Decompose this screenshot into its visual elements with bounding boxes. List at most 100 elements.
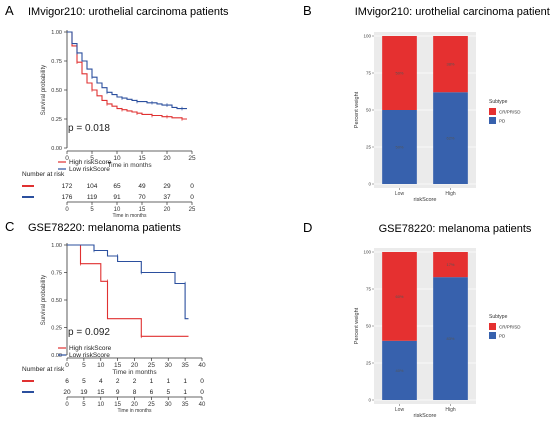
risk-count: 6	[65, 378, 69, 385]
x-tick-label: Low	[395, 191, 405, 197]
y-tick-label: 25	[366, 145, 372, 150]
risk-table-xlabel: Time in months	[113, 213, 147, 219]
y-tick-label: 50	[366, 108, 372, 113]
risk-table-tick-label: 25	[189, 207, 196, 213]
risk-count: 29	[163, 183, 171, 190]
panel-title-a: IMvigor210: urothelial carcinoma patient…	[28, 6, 229, 18]
bar-data-label: 50%	[395, 71, 403, 76]
legend-label-high: High riskScore	[69, 159, 112, 166]
risk-table-tick-label: 15	[139, 207, 146, 213]
legend-title: Subtype	[489, 314, 508, 320]
bar-segment-cr-low	[382, 36, 417, 110]
y-tick-label: 75	[366, 287, 372, 292]
y-tick-label: 0.50	[51, 88, 62, 94]
risk-count: 5	[166, 389, 170, 396]
bar-data-label: 38%	[446, 62, 454, 67]
x-axis-label: riskScore	[414, 413, 437, 419]
risk-count: 6	[150, 389, 154, 396]
x-tick-label: 25	[188, 155, 196, 162]
risk-count: 91	[113, 194, 121, 201]
x-axis-label: Time in months	[112, 369, 157, 376]
risk-table-tick-label: 40	[199, 402, 206, 408]
legend-label-pd: PD	[499, 334, 506, 339]
panel-title-d: GSE78220: melanoma patients	[379, 223, 532, 235]
panel-letter-d: D	[303, 220, 312, 235]
x-tick-label: 10	[97, 362, 105, 369]
risk-table-title: Number at risk	[22, 171, 65, 178]
bar-segment-pd-high	[433, 92, 468, 184]
km-plot-urothelial: 0.00 0.25 0.50 0.75 1.00 0 5 10 15 20 25 Time in mo…	[22, 30, 196, 219]
legend-label-high: High riskScore	[69, 345, 112, 352]
risk-count: 2	[133, 378, 137, 385]
risk-count: 70	[138, 194, 146, 201]
risk-table-title: Number at risk	[22, 366, 65, 373]
risk-table-tick-label: 25	[148, 402, 155, 408]
y-tick-label: 0.75	[51, 271, 62, 277]
x-axis-label: Time in months	[107, 162, 152, 169]
risk-count: 49	[138, 183, 146, 190]
legend-swatch-pd	[489, 117, 496, 124]
y-tick-label: 100	[363, 250, 371, 255]
survival-curve-low	[67, 244, 189, 320]
risk-count: 15	[97, 389, 105, 396]
panel-title-c: GSE78220: melanoma patients	[28, 222, 181, 234]
y-axis-label: Percent weight	[354, 91, 360, 128]
x-tick-label: 15	[138, 155, 146, 162]
risk-count: 0	[190, 183, 194, 190]
bar-data-label: 60%	[395, 294, 403, 299]
risk-count: 4	[99, 378, 103, 385]
risk-count: 37	[163, 194, 171, 201]
y-tick-label: 100	[363, 34, 371, 39]
legend-label-pd: PD	[499, 119, 506, 124]
y-tick-label: 0.75	[51, 59, 62, 65]
survival-curve-high	[67, 244, 189, 337]
risk-table-tick-label: 0	[65, 207, 69, 213]
risk-count: 2	[116, 378, 120, 385]
x-axis-label: riskScore	[414, 197, 437, 203]
y-axis-label: Survival probability	[41, 275, 47, 325]
risk-count: 65	[113, 183, 121, 190]
risk-count: 0	[190, 194, 194, 201]
risk-count: 8	[133, 389, 137, 396]
bar-data-label: 62%	[446, 136, 454, 141]
x-tick-label: 0	[65, 362, 69, 369]
panel-letter-b: B	[303, 3, 312, 18]
x-tick-label: 20	[131, 362, 139, 369]
risk-table-tick-label: 20	[164, 207, 171, 213]
risk-count: 5	[82, 378, 86, 385]
risk-table-tick-label: 20	[131, 402, 138, 408]
legend-label-cr: CR/PR/SD	[499, 110, 521, 115]
bar-segment-pd-high	[433, 277, 468, 400]
panel-letter-a: A	[5, 3, 14, 18]
risk-table-tick-label: 35	[182, 402, 189, 408]
x-tick-label: 5	[90, 155, 94, 162]
y-tick-label: 25	[366, 361, 372, 366]
risk-count: 104	[87, 183, 98, 190]
risk-count: 1	[183, 378, 187, 385]
x-tick-label: 25	[148, 362, 156, 369]
survival-curve-low	[67, 31, 187, 110]
y-tick-label: 0	[368, 398, 371, 403]
panel-title-b: IMvigor210: urothelial carcinoma patient…	[355, 6, 550, 18]
x-tick-label: 15	[114, 362, 122, 369]
risk-count: 176	[62, 194, 73, 201]
stacked-bar-urothelial: 0 25 50 75 100 50% 50% Low 62% 38% High riskScore Pe…	[354, 32, 521, 203]
risk-count: 119	[87, 194, 98, 201]
bar-segment-cr-low	[382, 252, 417, 341]
x-tick-label: 30	[165, 362, 173, 369]
risk-count: 19	[80, 389, 88, 396]
legend-label-low: Low riskScore	[69, 166, 110, 173]
risk-count: 9	[116, 389, 120, 396]
legend-label-low: Low riskScore	[69, 352, 110, 359]
risk-table-tick-label: 30	[165, 402, 172, 408]
bar-segment-cr-high	[433, 252, 468, 278]
y-tick-label: 0	[368, 182, 371, 187]
bar-data-label: 83%	[446, 336, 454, 341]
legend-swatch-pd	[489, 332, 496, 339]
risk-table-tick-label: 10	[114, 207, 121, 213]
risk-count: 0	[200, 378, 204, 385]
x-tick-label: 10	[113, 155, 121, 162]
bar-segment-pd-low	[382, 340, 417, 400]
bar-data-label: 50%	[395, 145, 403, 150]
